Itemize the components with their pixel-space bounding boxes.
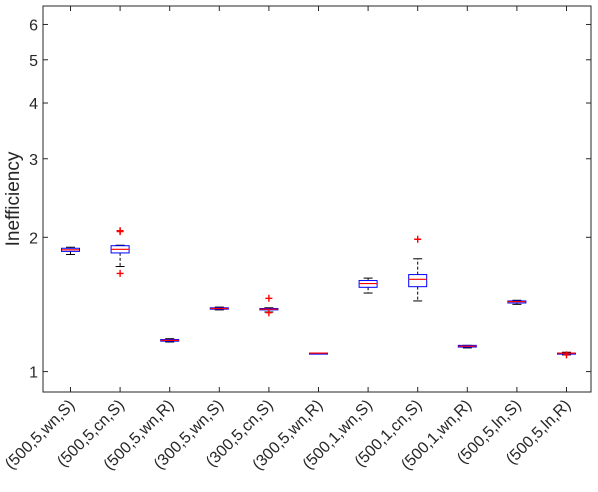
box-plot xyxy=(358,277,378,294)
box-plot xyxy=(408,235,428,302)
box-plot xyxy=(457,344,477,349)
y-tick-label: 1 xyxy=(29,365,38,382)
box xyxy=(408,274,428,288)
plot-area xyxy=(42,5,592,393)
y-axis-label: Inefficiency xyxy=(3,151,24,246)
outlier-point xyxy=(116,227,124,235)
outlier-point xyxy=(265,294,273,302)
box-plot xyxy=(160,338,180,343)
y-tick-label: 4 xyxy=(29,96,38,113)
box-plot xyxy=(209,306,229,311)
outlier-point xyxy=(563,351,570,359)
y-axis: 1 2 3 4 5 6 xyxy=(29,17,591,382)
box-plot xyxy=(309,352,328,355)
box-plot xyxy=(61,246,80,256)
y-tick-label: 6 xyxy=(29,17,38,34)
outlier-point xyxy=(414,235,422,243)
box-plot xyxy=(507,299,527,305)
outlier-point xyxy=(265,309,273,317)
box-series xyxy=(61,227,576,359)
box-plot xyxy=(557,351,576,359)
outlier-point xyxy=(116,269,124,277)
box-plot xyxy=(259,294,279,317)
y-tick-label: 5 xyxy=(29,53,38,70)
box-plot xyxy=(110,227,130,277)
y-tick-label: 2 xyxy=(29,230,38,247)
y-tick-label: 3 xyxy=(29,152,38,169)
